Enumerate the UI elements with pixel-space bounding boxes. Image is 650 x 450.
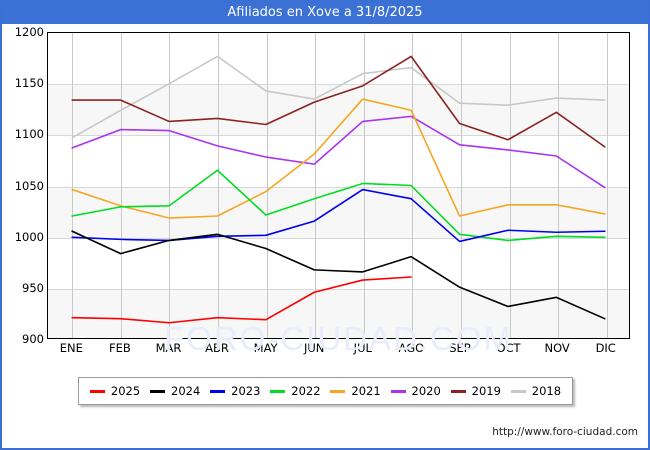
gridline-vertical (218, 33, 219, 338)
series-line-2018 (71, 55, 606, 139)
series-line-2019 (71, 55, 606, 148)
legend-item-2025[interactable]: 2025 (89, 384, 141, 398)
gridline-vertical (315, 33, 316, 338)
series-line-2021 (71, 98, 606, 219)
gridline-vertical (461, 33, 462, 338)
gridline-vertical (364, 33, 365, 338)
series-line-2024 (71, 230, 606, 320)
gridline-vertical (121, 33, 122, 338)
series-line-2025 (71, 276, 412, 324)
series-line-2022 (71, 169, 606, 242)
legend-color-swatch (330, 389, 346, 393)
legend-label: 2025 (110, 384, 141, 398)
legend-item-2022[interactable]: 2022 (270, 384, 321, 398)
gridline-vertical (607, 33, 608, 338)
legend-color-swatch (210, 389, 226, 393)
x-axis-tick-label: DIC (595, 341, 616, 355)
window-title-bar: Afiliados en Xove a 31/8/2025 (2, 2, 648, 24)
plot-region (47, 32, 630, 339)
y-axis-tick-label: 1150 (14, 76, 44, 91)
gridline-horizontal (48, 135, 629, 137)
legend-item-2024[interactable]: 2024 (150, 384, 200, 398)
legend-item-2023[interactable]: 2023 (210, 384, 260, 398)
x-axis-tick-label: JUN (303, 341, 325, 355)
source-url: http://www.foro-ciudad.com (492, 426, 638, 438)
gridline-vertical (558, 33, 559, 338)
x-axis-tick-label: OCT (496, 341, 521, 355)
y-axis-tick-label: 950 (22, 280, 44, 295)
x-axis-tick-label: ENE (59, 341, 83, 355)
legend-color-swatch (89, 389, 105, 393)
gridline-horizontal (48, 288, 629, 290)
y-axis-tick-label: 1200 (14, 25, 44, 39)
chart-area: 900 950 1000 1050 1100 1150 1200 ENE FEB MAR ABR M… (2, 24, 648, 448)
legend-item-2021[interactable]: 2021 (330, 384, 381, 398)
legend-color-swatch (150, 389, 166, 393)
page-title: Afiliados en Xove a 31/8/2025 (227, 5, 423, 20)
legend-label: 2019 (471, 384, 501, 398)
gridline-horizontal (48, 237, 629, 239)
y-axis-tick-label: 1000 (14, 229, 44, 244)
legend-label: 2023 (231, 384, 261, 398)
legend-color-swatch (450, 389, 466, 393)
background-band (48, 288, 629, 338)
y-axis-tick-label: 1100 (14, 127, 44, 142)
gridline-vertical (169, 33, 170, 338)
x-axis-tick-label: FEB (108, 341, 131, 355)
y-axis-tick-label: 900 (22, 332, 44, 346)
series-line-2023 (71, 188, 606, 243)
gridline-vertical (412, 33, 413, 338)
y-axis: 900 950 1000 1050 1100 1150 1200 (2, 25, 44, 346)
legend-item-2020[interactable]: 2020 (390, 384, 441, 398)
legend-color-swatch (390, 389, 406, 393)
legend-label: 2020 (411, 384, 441, 398)
y-axis-tick-label: 1050 (14, 178, 44, 193)
x-axis-tick-label: AGO (398, 341, 425, 355)
legend-label: 2024 (171, 384, 201, 398)
x-axis: ENE FEB MAR ABR MAY JUN JUL AGO SEP OCT NOV DIC (47, 341, 630, 359)
gridline-horizontal (48, 84, 629, 86)
legend-label: 2021 (351, 384, 381, 398)
series-lines (71, 55, 606, 324)
legend-color-swatch (270, 389, 286, 393)
gridline-horizontal (48, 186, 629, 188)
chart-legend: 2025 2024 2023 2022 2021 2020 2019 2018 (78, 377, 573, 405)
legend-item-2019[interactable]: 2019 (450, 384, 501, 398)
x-axis-tick-label: MAR (155, 341, 182, 355)
legend-color-swatch (510, 389, 526, 393)
x-axis-tick-label: MAY (253, 341, 278, 355)
x-axis-tick-label: JUL (353, 341, 372, 355)
x-axis-tick-label: NOV (544, 341, 570, 355)
gridline-vertical (267, 33, 268, 338)
gridline-vertical (72, 33, 73, 338)
legend-label: 2022 (291, 384, 321, 398)
gridline-vertical (510, 33, 511, 338)
series-line-2020 (71, 115, 606, 189)
legend-label: 2018 (531, 384, 562, 398)
legend-item-2018[interactable]: 2018 (510, 384, 562, 398)
x-axis-tick-label: SEP (449, 341, 471, 355)
x-axis-tick-label: ABR (205, 341, 229, 355)
